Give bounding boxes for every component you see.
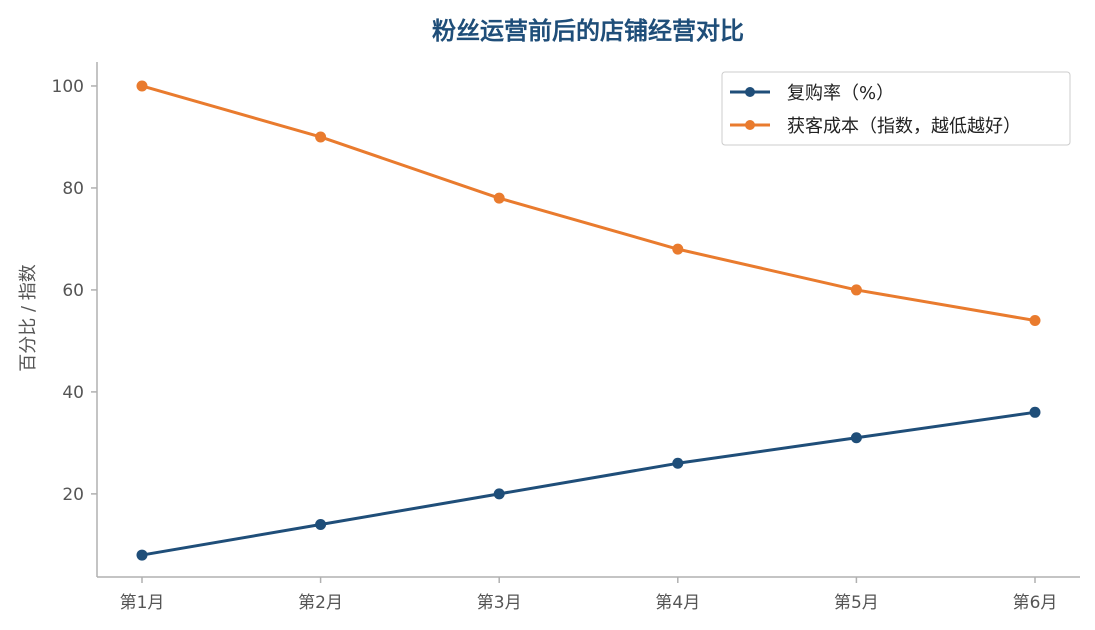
data-point [850, 284, 862, 296]
legend-label-acquisition-cost: 获客成本（指数，越低越好） [787, 116, 1021, 137]
y-tick-label: 20 [62, 485, 84, 505]
data-point [136, 549, 148, 561]
series-line-1 [141, 84, 1036, 322]
x-tick-label: 第5月 [834, 593, 879, 613]
data-point [493, 192, 505, 204]
y-tick-label: 60 [62, 281, 84, 301]
x-ticks: 第1月 第2月 第3月 第4月 第5月 第6月 [120, 577, 1058, 613]
x-tick-label: 第6月 [1013, 593, 1058, 613]
y-ticks: 20 40 60 80 100 [52, 77, 97, 505]
data-point [136, 80, 148, 92]
legend: 复购率（%） 获客成本（指数，越低越好） [721, 71, 1071, 146]
data-point [850, 432, 862, 444]
legend-marker-repurchase-rate [745, 87, 755, 97]
series-layer [136, 80, 1041, 561]
legend-box [721, 71, 1071, 146]
x-tick-label: 第2月 [298, 593, 343, 613]
chart-title: 粉丝运营前后的店铺经营对比 [432, 17, 744, 45]
x-tick-label: 第3月 [477, 593, 522, 613]
data-point [672, 243, 684, 255]
data-point [315, 518, 327, 530]
x-tick-label: 第4月 [655, 593, 700, 613]
x-tick-label: 第1月 [120, 593, 165, 613]
legend-marker-acquisition-cost [745, 120, 755, 130]
data-point [1029, 315, 1041, 327]
y-tick-label: 100 [52, 77, 84, 97]
y-tick-label: 80 [62, 179, 84, 199]
y-tick-label: 40 [62, 383, 84, 403]
series-line-0 [141, 410, 1036, 557]
data-point [315, 131, 327, 143]
y-axis-label: 百分比 / 指数 [18, 264, 39, 372]
data-point [1029, 406, 1041, 418]
data-point [493, 488, 505, 500]
legend-label-repurchase-rate: 复购率（%） [787, 83, 894, 104]
data-point [672, 457, 684, 469]
